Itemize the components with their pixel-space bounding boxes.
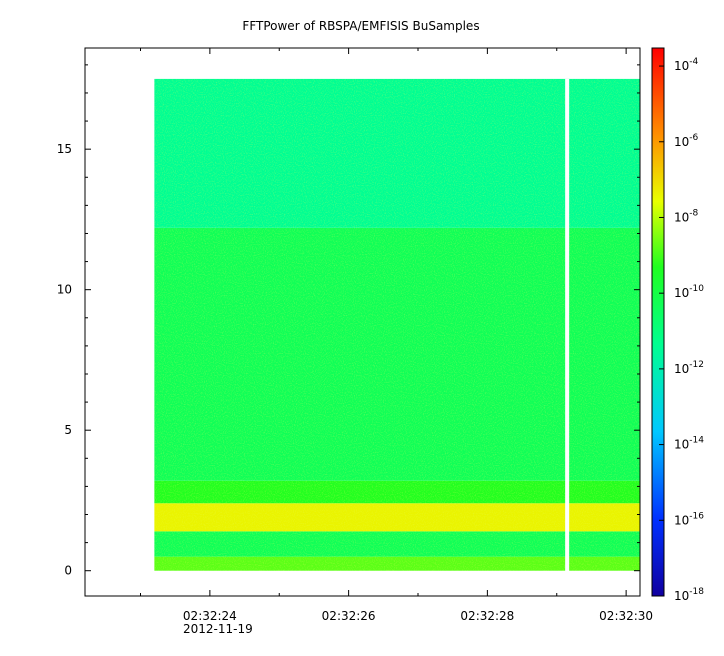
- x-axis: 02:32:24 02:32:26 02:32:28 02:32:30: [140, 48, 653, 623]
- plot-frame: [84, 47, 641, 597]
- y-tick-label: 15: [57, 142, 72, 156]
- colorbar-tick-label: 10-14: [674, 436, 704, 452]
- x-tick-label: 02:32:30: [599, 609, 653, 623]
- colorbar: [651, 47, 665, 597]
- chart-title: FFTPower of RBSPA/EMFISIS BuSamples: [242, 19, 479, 33]
- colorbar-tick-label: 10-4: [674, 57, 699, 73]
- spectrogram-noise: [154, 78, 640, 572]
- colorbar-tick-label: 10-8: [674, 208, 699, 224]
- colorbar-tick-label: 10-16: [674, 511, 704, 527]
- x-tick-label: 02:32:24: [183, 609, 237, 623]
- x-tick-label: 02:32:26: [322, 609, 376, 623]
- y-tick-label: 10: [57, 283, 72, 297]
- colorbar-tick-label: 10-10: [674, 284, 704, 300]
- x-date-label: 2012-11-19: [183, 622, 253, 636]
- colorbar-tick-label: 10-6: [674, 133, 699, 149]
- y-tick-label: 5: [64, 423, 72, 437]
- y-axis: 0 5 10 15: [57, 64, 640, 578]
- colorbar-axis: 10-4 10-6 10-8 10-10 10-12 10-14 10-16 10-18: [659, 57, 704, 603]
- colorbar-tick-label: 10-12: [674, 360, 704, 376]
- data-gap: [565, 78, 570, 572]
- spectrogram-texture: [154, 78, 640, 571]
- colorbar-tick-label: 10-18: [674, 587, 704, 603]
- x-tick-label: 02:32:28: [460, 609, 514, 623]
- y-tick-label: 0: [64, 564, 72, 578]
